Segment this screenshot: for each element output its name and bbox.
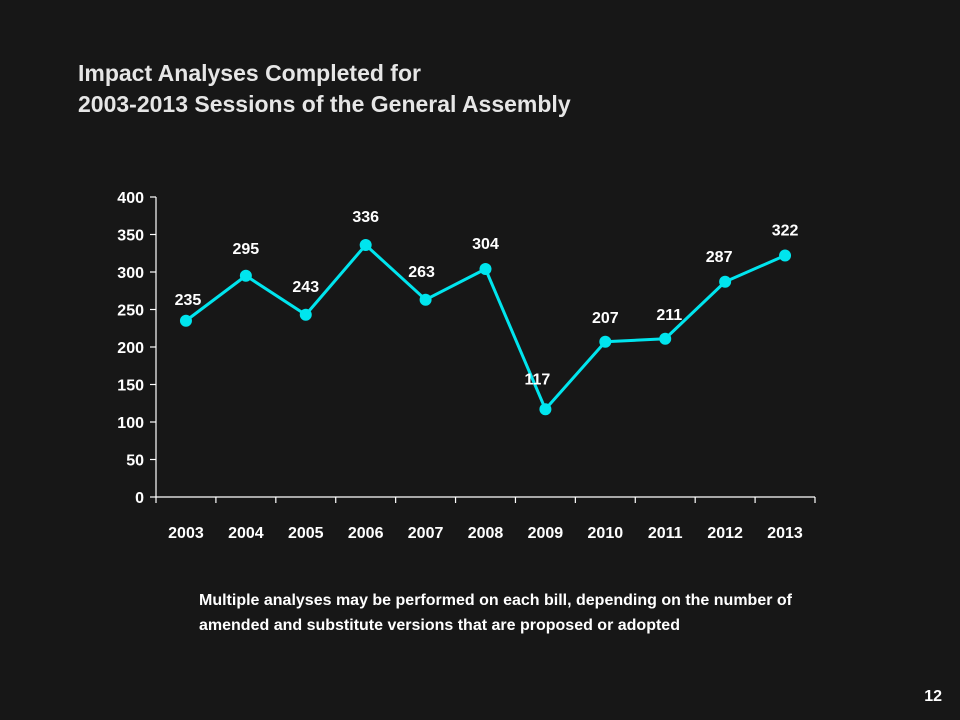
- x-tick-label: 2007: [408, 525, 444, 542]
- x-tick-label: 2008: [468, 525, 504, 542]
- page-number: 12: [924, 688, 942, 705]
- data-point: [359, 239, 372, 251]
- data-point: [599, 335, 612, 348]
- x-tick-label: 2004: [228, 525, 264, 542]
- x-tick-label: 2003: [168, 525, 204, 542]
- y-tick-label: 50: [126, 453, 144, 470]
- y-tick-label: 100: [117, 415, 144, 432]
- data-label: 322: [772, 223, 799, 240]
- x-tick-label: 2006: [348, 525, 384, 542]
- data-point: [539, 403, 552, 416]
- data-point: [299, 308, 312, 321]
- footnote: Multiple analyses may be performed on ea…: [199, 592, 792, 634]
- x-tick-label: 2011: [648, 525, 683, 542]
- data-label: 207: [592, 310, 619, 327]
- data-label: 211: [656, 307, 682, 324]
- y-tick-label: 150: [117, 378, 144, 395]
- x-tick-label: 2013: [767, 525, 803, 542]
- title-line-1: Impact Analyses Completed for: [78, 60, 421, 86]
- y-tick-label: 300: [117, 265, 144, 282]
- x-tick-label: 2012: [707, 525, 743, 542]
- x-tick-label: 2010: [588, 525, 624, 542]
- title-line-2: 2003-2013 Sessions of the General Assemb…: [78, 91, 571, 117]
- data-label: 243: [292, 279, 319, 296]
- y-tick-label: 0: [135, 490, 144, 507]
- data-point: [479, 263, 492, 275]
- data-point: [719, 275, 732, 288]
- y-tick-label: 250: [117, 303, 144, 320]
- data-label: 235: [175, 292, 202, 309]
- data-label: 263: [408, 264, 435, 281]
- data-label: 295: [233, 241, 260, 258]
- data-label: 304: [472, 236, 499, 253]
- data-point: [239, 269, 252, 282]
- y-tick-label: 200: [117, 340, 144, 357]
- data-point: [779, 249, 792, 262]
- data-label: 287: [706, 249, 733, 266]
- data-label: 336: [352, 209, 379, 226]
- data-point: [179, 314, 192, 327]
- x-tick-label: 2009: [528, 525, 564, 542]
- y-tick-label: 400: [117, 190, 144, 207]
- data-label: 117: [525, 371, 551, 388]
- data-point: [419, 293, 432, 306]
- data-point: [659, 332, 672, 345]
- x-tick-label: 2005: [288, 525, 324, 542]
- slide-title: Impact Analyses Completed for 2003-2013 …: [78, 58, 898, 120]
- y-tick-label: 350: [117, 228, 144, 245]
